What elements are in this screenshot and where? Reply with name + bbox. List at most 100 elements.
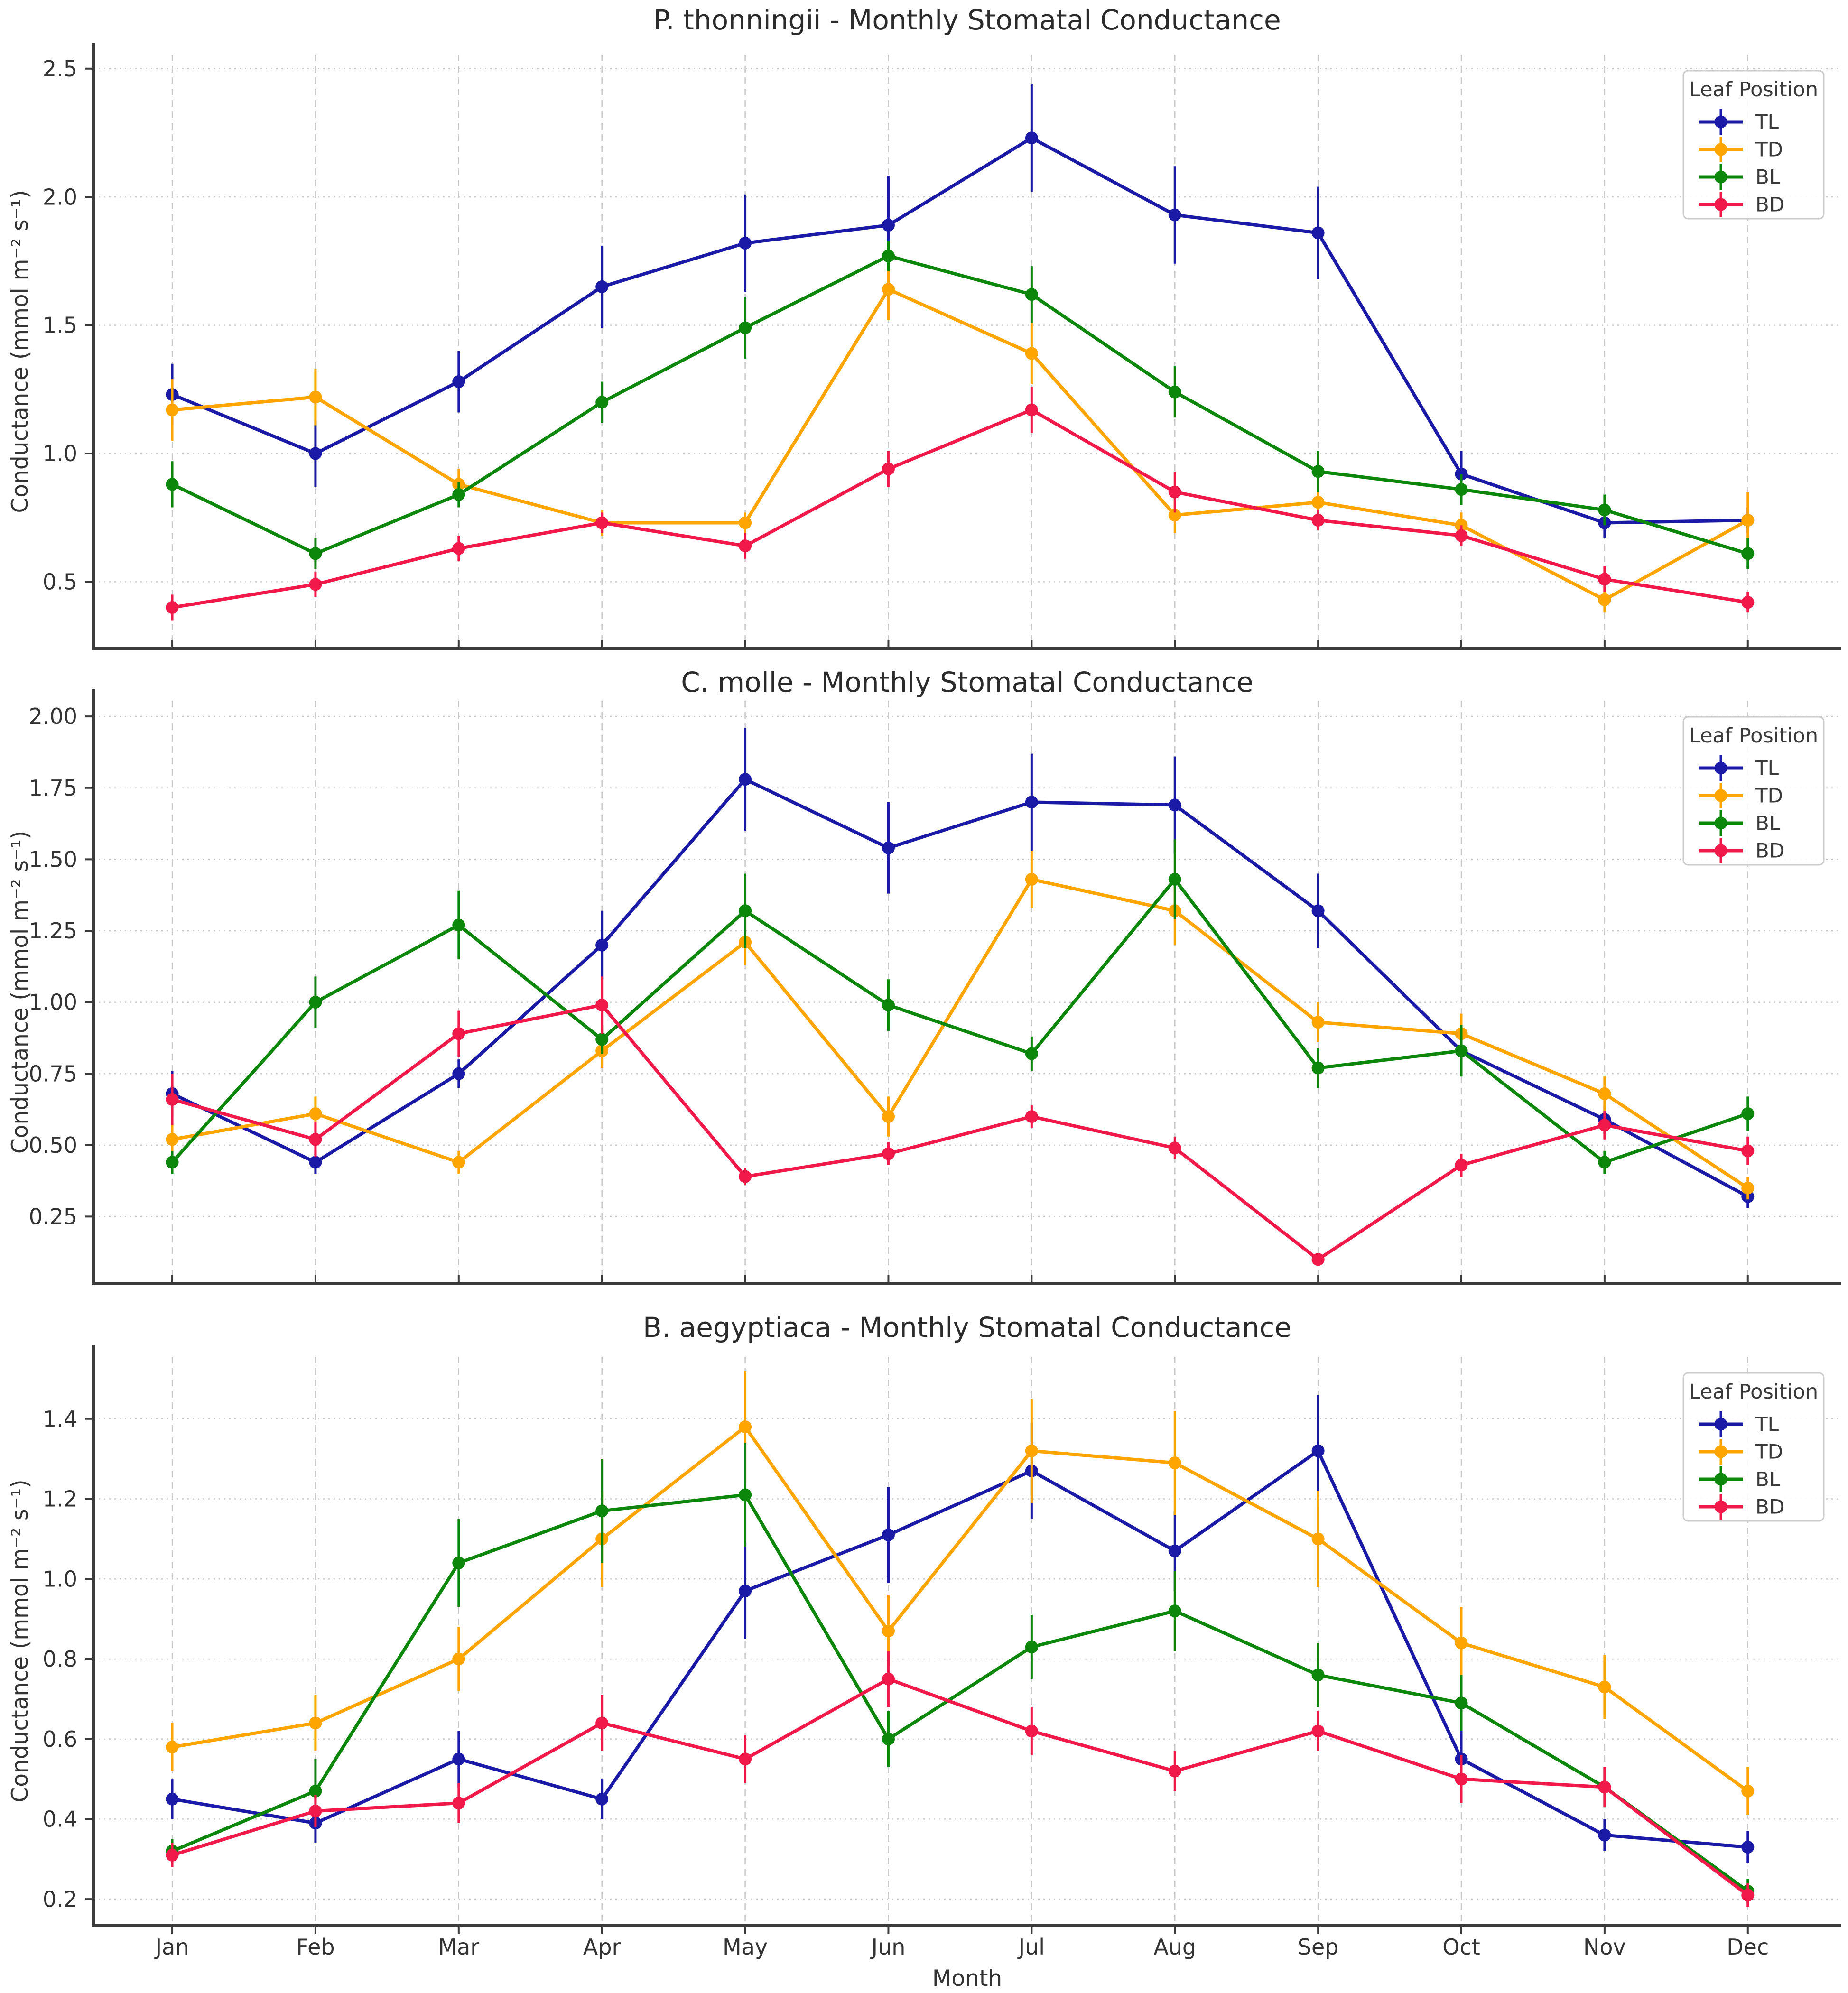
series-line — [172, 1677, 1749, 1897]
x-tick-label: Jul — [1017, 1934, 1045, 1960]
legend-title: Leaf Position — [1689, 724, 1818, 748]
series-TL — [166, 1395, 1755, 1863]
x-tick-label: Sep — [1298, 1934, 1339, 1960]
legend-marker — [1714, 1445, 1727, 1458]
chart-title: B. aegyptiaca - Monthly Stomatal Conduct… — [643, 1311, 1291, 1344]
data-point-marker — [1168, 509, 1181, 522]
data-point-marker — [1311, 904, 1325, 918]
data-point-marker — [1311, 1532, 1325, 1546]
series-BD — [166, 976, 1755, 1266]
y-tick-label: 1.0 — [43, 441, 77, 466]
data-point-marker — [1311, 1061, 1325, 1075]
data-point-marker — [882, 283, 895, 296]
data-point-marker — [1311, 514, 1325, 527]
data-point-marker — [1311, 1669, 1325, 1682]
data-point-marker — [1025, 347, 1038, 360]
data-point-marker — [1168, 385, 1181, 399]
legend-item-label: TL — [1755, 1413, 1779, 1436]
series-line — [172, 878, 1749, 1190]
series-BD — [166, 387, 1755, 621]
data-point-marker — [1168, 1604, 1181, 1618]
data-point-marker — [166, 1156, 179, 1169]
data-point-marker — [1741, 596, 1755, 609]
x-tick-label: Feb — [296, 1934, 334, 1960]
data-point-marker — [1741, 1840, 1755, 1854]
chart-title: C. molle - Monthly Stomatal Conductance — [681, 666, 1253, 698]
y-tick-label: 2.5 — [43, 56, 77, 82]
legend-marker — [1714, 761, 1727, 775]
data-point-marker — [1598, 1156, 1611, 1169]
y-tick-label: 1.0 — [43, 1566, 77, 1592]
y-tick-label: 0.50 — [29, 1132, 77, 1158]
data-point-marker — [309, 1133, 322, 1146]
data-point-marker — [595, 280, 609, 293]
data-point-marker — [1455, 1696, 1468, 1710]
data-point-marker — [1741, 1107, 1755, 1121]
legend-marker — [1714, 789, 1727, 802]
data-point-marker — [309, 1805, 322, 1818]
data-point-marker — [595, 1033, 609, 1046]
legend-marker — [1714, 115, 1727, 129]
data-point-marker — [1311, 1724, 1325, 1738]
data-point-marker — [1741, 547, 1755, 560]
data-point-marker — [1025, 1724, 1038, 1738]
x-tick-label: Oct — [1442, 1934, 1480, 1960]
data-point-marker — [1025, 873, 1038, 886]
data-point-marker — [882, 250, 895, 263]
data-point-marker — [882, 841, 895, 854]
legend-marker — [1714, 816, 1727, 830]
legend-item-label: TL — [1755, 757, 1779, 780]
data-point-marker — [309, 1107, 322, 1121]
y-tick-label: 0.4 — [43, 1807, 77, 1832]
chart-panel: 0.5 1.0 1.5 2.0 2.5 P. thonningii - Monthly S… — [7, 4, 1841, 650]
data-point-marker — [1455, 1636, 1468, 1650]
data-point-marker — [1311, 496, 1325, 509]
series-line — [172, 1449, 1748, 1849]
legend-marker — [1714, 1500, 1727, 1513]
y-axis-label: Conductance (mmol m⁻² s⁻¹) — [7, 831, 33, 1154]
y-tick-label: 1.2 — [43, 1486, 77, 1512]
data-point-marker — [1168, 1764, 1181, 1778]
data-point-marker — [882, 462, 895, 475]
x-tick-label: Jan — [154, 1934, 189, 1960]
series-BL — [166, 839, 1755, 1174]
data-point-marker — [166, 403, 179, 417]
data-point-marker — [1025, 131, 1038, 145]
data-point-marker — [1741, 514, 1755, 527]
data-point-marker — [882, 1110, 895, 1123]
data-point-marker — [452, 1067, 465, 1080]
data-point-marker — [739, 321, 752, 334]
data-point-marker — [1168, 1141, 1181, 1155]
data-point-marker — [595, 999, 609, 1012]
data-point-marker — [739, 1585, 752, 1598]
data-point-marker — [1168, 873, 1181, 886]
data-point-marker — [452, 375, 465, 389]
data-point-marker — [1025, 1047, 1038, 1060]
data-point-marker — [1025, 1444, 1038, 1457]
data-point-marker — [882, 1624, 895, 1638]
y-tick-label: 0.5 — [43, 569, 77, 594]
series-TD — [166, 851, 1755, 1200]
series-BD — [166, 1651, 1755, 1908]
data-point-marker — [1598, 573, 1611, 586]
data-point-marker — [1168, 1456, 1181, 1470]
data-point-marker — [1598, 1780, 1611, 1794]
data-point-marker — [882, 219, 895, 232]
data-point-marker — [739, 516, 752, 529]
data-point-marker — [1311, 1444, 1325, 1457]
legend-marker — [1714, 143, 1727, 156]
data-point-marker — [452, 542, 465, 555]
data-point-marker — [1311, 1016, 1325, 1029]
data-point-marker — [309, 390, 322, 404]
data-point-marker — [1311, 465, 1325, 478]
x-tick-label: Nov — [1583, 1934, 1626, 1960]
legend-item-label: BL — [1755, 166, 1781, 189]
data-point-marker — [1168, 485, 1181, 499]
data-point-marker — [309, 447, 322, 460]
legend-item-label: BD — [1755, 1495, 1784, 1519]
data-point-marker — [1455, 1159, 1468, 1172]
legend-marker — [1714, 198, 1727, 211]
series-line — [172, 287, 1749, 602]
data-point-marker — [595, 1716, 609, 1730]
data-point-marker — [166, 1093, 179, 1106]
